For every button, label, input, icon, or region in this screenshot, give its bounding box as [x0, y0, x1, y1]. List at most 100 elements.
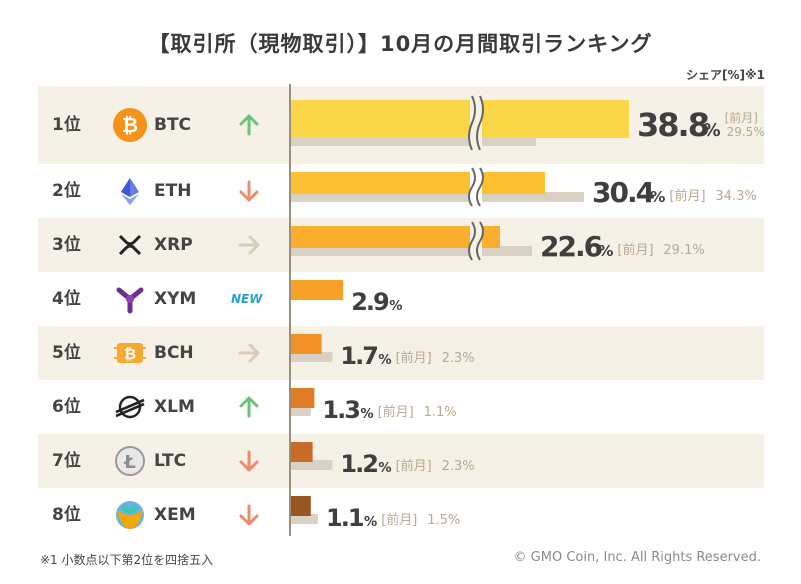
- coin-symbol: LTC: [154, 451, 187, 471]
- ranking-row: 4位 XYM NEW: [38, 272, 764, 326]
- footnote: ※1 小数点以下第2位を四捨五入: [40, 553, 214, 567]
- chart-axis: [289, 84, 291, 536]
- axis-break-line: [468, 95, 476, 151]
- bar: [291, 442, 313, 462]
- value-label: 30.4: [592, 176, 655, 209]
- axis-break-line: [476, 221, 484, 261]
- ethereum-icon: [121, 178, 139, 205]
- bar: [291, 280, 344, 300]
- ranking-row: 2位 ETH: [38, 164, 764, 218]
- value-label: 2.9: [351, 288, 389, 316]
- coin-symbol: XLM: [154, 397, 195, 417]
- percent-sign: %: [389, 299, 402, 314]
- percent-sign: %: [364, 515, 377, 530]
- xrp-icon: [118, 234, 142, 256]
- prev-label: [前月]: [617, 242, 653, 258]
- ranking-row: 8位 XEM: [38, 488, 764, 542]
- value-label: 38.8: [637, 106, 709, 144]
- value-label: 1.7: [340, 342, 377, 370]
- rank-label: 4位: [52, 289, 81, 309]
- arrow-up-icon: [239, 114, 259, 136]
- prev-value: 2.3%: [442, 459, 475, 474]
- arrow-up-icon: [239, 396, 259, 418]
- axis-break-gap: [470, 168, 482, 206]
- rank-label: 7位: [52, 451, 81, 471]
- percent-sign: %: [378, 353, 391, 368]
- svg-text:₿: ₿: [124, 345, 136, 363]
- coin-symbol: XEM: [154, 505, 196, 525]
- prev-value: 34.3%: [715, 189, 756, 204]
- axis-break-line: [476, 167, 484, 207]
- percent-sign: %: [360, 407, 373, 422]
- prev-bar: [291, 406, 311, 416]
- bitcoin-icon: ₿: [113, 108, 147, 142]
- prev-label: [前月]: [669, 188, 705, 204]
- prev-bar: [291, 136, 536, 146]
- prev-bar: [291, 246, 532, 256]
- chart-title: 【取引所（現物取引）】10月の月間取引ランキング: [148, 32, 653, 56]
- bar: [291, 334, 322, 354]
- prev-label: [前月]: [396, 458, 432, 474]
- prev-value: 1.5%: [427, 513, 460, 528]
- coin-symbol: XRP: [154, 235, 193, 255]
- unit-label: シェア[%]※1: [685, 68, 765, 82]
- axis-break-line: [476, 95, 484, 151]
- rank-label: 3位: [52, 235, 81, 255]
- prev-label: [前月]: [396, 350, 432, 366]
- value-label: 1.2: [340, 450, 377, 478]
- value-label: 22.6: [540, 230, 602, 263]
- value-label: 1.1: [326, 504, 364, 532]
- axis-break-line: [468, 167, 476, 207]
- prev-value: 29.1%: [663, 243, 704, 258]
- svg-text:₿: ₿: [122, 113, 138, 137]
- bar: [291, 496, 311, 516]
- rank-label: 2位: [52, 181, 81, 201]
- litecoin-icon: Ł: [115, 446, 145, 476]
- svg-text:Ł: Ł: [123, 452, 136, 473]
- coin-symbol: ETH: [154, 181, 192, 201]
- bar: [291, 226, 500, 248]
- percent-sign: %: [650, 188, 665, 206]
- prev-label: [前月]: [381, 512, 417, 528]
- rank-label: 5位: [52, 343, 81, 363]
- prev-label: [前月]: [378, 404, 414, 420]
- prev-bar: [291, 460, 333, 470]
- copyright: © GMO Coin, Inc. All Rights Reserved.: [513, 550, 761, 565]
- bar: [291, 388, 315, 408]
- rank-label: 6位: [52, 397, 81, 417]
- arrow-right-icon: [238, 343, 260, 363]
- ranking-row: 5位 ₿ BCH: [38, 326, 764, 380]
- axis-break-line: [468, 221, 476, 261]
- bar: [291, 100, 629, 138]
- bar: [291, 172, 545, 194]
- prev-bar: [291, 514, 318, 524]
- new-badge: NEW: [231, 292, 263, 306]
- coin-symbol: BCH: [154, 343, 194, 363]
- arrow-right-icon: [238, 235, 260, 255]
- rank-label: 8位: [52, 505, 81, 525]
- bitcoin-cash-icon: ₿: [114, 343, 146, 363]
- axis-break-gap: [470, 96, 482, 150]
- prev-value: 1.1%: [424, 405, 457, 420]
- percent-sign: %: [703, 121, 721, 141]
- coin-symbol: XYM: [154, 289, 197, 309]
- prev-value: 29.5%: [727, 125, 765, 139]
- stellar-icon: [115, 395, 145, 419]
- arrow-down-icon: [239, 504, 259, 526]
- prev-bar: [291, 192, 584, 202]
- arrow-down-icon: [239, 180, 259, 202]
- coin-symbol: BTC: [154, 115, 192, 135]
- value-label: 1.3: [322, 396, 359, 424]
- prev-label: [前月]: [725, 110, 758, 125]
- axis-break-gap: [470, 222, 482, 260]
- symbol-icon: [116, 287, 144, 314]
- prev-value: 2.3%: [442, 351, 475, 366]
- rank-label: 1位: [52, 115, 81, 135]
- percent-sign: %: [598, 242, 613, 260]
- ranking-row: 6位 XLM: [38, 380, 764, 434]
- prev-bar: [291, 352, 333, 362]
- ranking-row: 7位 Ł LTC: [38, 434, 764, 488]
- nem-icon: [116, 501, 144, 529]
- arrow-down-icon: [239, 450, 259, 472]
